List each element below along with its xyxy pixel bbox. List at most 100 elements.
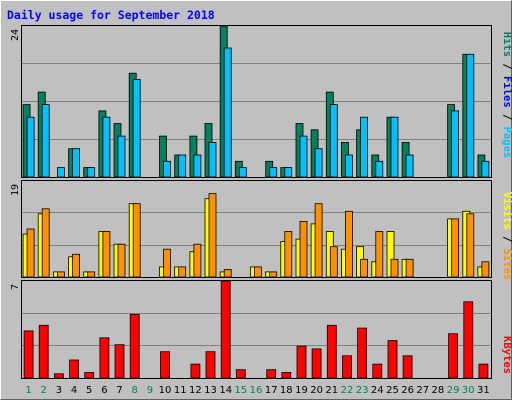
bar-sites-day-14: [223, 268, 232, 278]
bar-visits-day-25: [386, 231, 395, 278]
x-tick-label-day-8: 8: [132, 385, 138, 396]
x-tick-label-day-29: 29: [447, 385, 460, 396]
bar-kbytes-day-24: [372, 363, 383, 379]
bar-sites-day-19: [299, 220, 308, 278]
x-tick-label-day-3: 3: [56, 385, 62, 396]
bar-sites-day-21: [329, 246, 338, 278]
x-tick-label-day-22: 22: [341, 385, 354, 396]
bar-kbytes-day-4: [69, 359, 79, 379]
bar-sites-day-25: [390, 258, 399, 278]
y-max-label-hits_files_pages: 24: [10, 29, 21, 41]
x-tick-label-day-24: 24: [371, 385, 384, 396]
bar-files-day-8: [132, 79, 141, 178]
x-tick-label-day-17: 17: [265, 385, 278, 396]
legend-hits_files_pages: Hits / Files / Pages: [501, 32, 512, 158]
bar-sites-day-4: [72, 253, 80, 278]
bar-sites-day-3: [57, 271, 65, 278]
legend-pages: Pages: [501, 127, 512, 159]
bar-sites-day-2: [41, 208, 50, 278]
bar-sites-day-20: [314, 203, 323, 278]
x-tick-label-day-30: 30: [462, 385, 475, 396]
bar-kbytes-day-31: [478, 363, 489, 379]
x-tick-label-day-25: 25: [386, 385, 399, 396]
bar-kbytes-day-19: [296, 345, 307, 379]
bar-files-day-6: [102, 116, 111, 178]
bar-kbytes-day-21: [326, 324, 337, 379]
x-tick-label-day-6: 6: [101, 385, 107, 396]
bar-files-day-18: [284, 167, 293, 178]
legend-kbytes: KBytes: [501, 336, 512, 374]
bar-sites-day-10: [163, 248, 171, 278]
legend-visits_sites: Visits / Sites: [501, 192, 512, 281]
bar-sites-day-13: [208, 193, 217, 278]
legend-kbytes: KBytes: [501, 336, 512, 374]
bar-files-day-10: [163, 160, 171, 178]
bar-sites-day-29: [451, 218, 460, 278]
bar-files-day-4: [72, 148, 80, 178]
bar-kbytes-day-22: [342, 355, 352, 379]
bar-files-day-2: [41, 104, 50, 178]
x-tick-label-day-7: 7: [116, 385, 122, 396]
bar-sites-day-24: [375, 231, 384, 278]
bar-sites-day-12: [193, 243, 202, 278]
bar-kbytes-day-1: [23, 330, 34, 379]
bar-kbytes-day-7: [114, 344, 125, 379]
bar-files-day-1: [26, 116, 35, 178]
y-max-label-kbytes: 7: [10, 284, 21, 290]
bar-sites-day-5: [87, 271, 96, 278]
x-tick-label-day-11: 11: [174, 385, 187, 396]
legend-visits: Visits: [501, 192, 512, 230]
y-max-label-visits_sites: 19: [10, 184, 21, 196]
bar-sites-day-26: [405, 258, 414, 278]
bar-files-day-7: [117, 135, 126, 178]
x-tick-label-day-12: 12: [189, 385, 202, 396]
bar-sites-day-16: [254, 266, 262, 278]
x-tick-label-day-31: 31: [477, 385, 490, 396]
bar-files-day-25: [390, 116, 399, 178]
legend-sites: Sites: [501, 249, 512, 281]
bar-kbytes-day-26: [402, 355, 413, 379]
bar-files-day-21: [329, 104, 338, 178]
bar-kbytes-day-6: [99, 337, 110, 379]
bar-sites-day-23: [360, 258, 369, 278]
bar-files-day-17: [269, 167, 278, 178]
bar-sites-day-1: [26, 228, 35, 278]
x-tick-label-day-20: 20: [310, 385, 323, 396]
bar-sites-day-8: [132, 203, 141, 278]
bar-files-day-29: [451, 110, 460, 178]
x-tick-label-day-10: 10: [159, 385, 172, 396]
bar-kbytes-day-8: [129, 313, 140, 379]
x-tick-label-day-5: 5: [86, 385, 92, 396]
chart-title: Daily usage for September 2018: [7, 8, 215, 22]
bar-files-day-11: [178, 154, 187, 178]
bar-files-day-12: [193, 154, 202, 178]
legend-separator: /: [501, 108, 512, 127]
x-tick-label-day-4: 4: [71, 385, 77, 396]
bar-kbytes-day-12: [190, 363, 201, 379]
bar-kbytes-day-14: [220, 280, 231, 379]
bar-kbytes-day-13: [205, 351, 216, 379]
bar-hits-day-10: [159, 135, 167, 178]
bar-kbytes-day-23: [357, 327, 368, 379]
bar-kbytes-day-30: [463, 301, 474, 379]
legend-separator: /: [501, 230, 512, 249]
bar-files-day-5: [87, 167, 96, 178]
bar-files-day-26: [405, 154, 414, 178]
x-tick-label-day-15: 15: [234, 385, 247, 396]
bar-kbytes-day-2: [38, 324, 49, 379]
bar-kbytes-day-20: [311, 348, 322, 379]
x-tick-label-day-21: 21: [325, 385, 338, 396]
bar-sites-day-31: [481, 261, 490, 278]
bar-sites-day-18: [284, 231, 293, 278]
bar-files-day-24: [375, 160, 384, 178]
bar-sites-day-6: [102, 231, 111, 278]
bar-files-day-15: [238, 167, 247, 178]
x-tick-label-day-28: 28: [432, 385, 445, 396]
legend-separator: /: [501, 57, 512, 76]
x-tick-label-day-26: 26: [401, 385, 414, 396]
bar-kbytes-day-15: [235, 369, 246, 379]
bar-sites-day-11: [178, 266, 187, 278]
bar-files-day-20: [314, 148, 323, 178]
legend-files: Files: [501, 76, 512, 108]
